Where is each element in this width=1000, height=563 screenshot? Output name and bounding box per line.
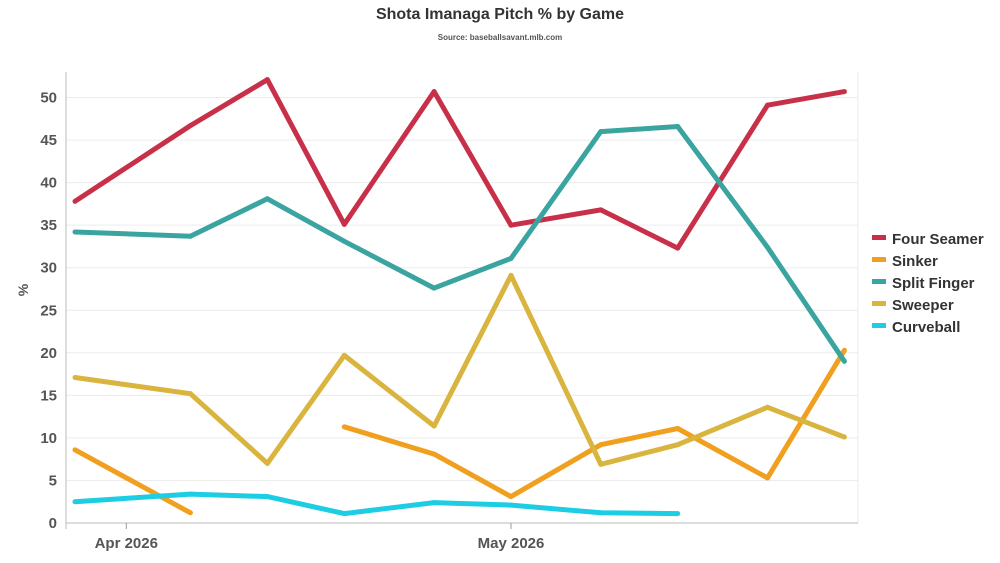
data-point-curveball: [598, 510, 604, 516]
series-line-four-seamer: [73, 77, 845, 251]
data-point-sweeper: [841, 434, 847, 440]
data-point-sinker: [841, 347, 847, 353]
data-point-split-finger: [598, 129, 604, 135]
data-point-sweeper: [508, 272, 514, 278]
y-tick-label: 5: [49, 472, 57, 489]
data-point-four-seamer: [675, 245, 681, 251]
legend-label-sweeper: Sweeper: [892, 297, 954, 314]
y-tick-label: 50: [40, 90, 57, 107]
data-point-four-seamer: [508, 222, 514, 228]
data-point-split-finger: [72, 229, 78, 235]
data-point-split-finger: [841, 358, 847, 364]
legend-swatch-split-finger: [872, 279, 886, 284]
data-point-split-finger: [187, 233, 193, 239]
data-point-sweeper: [598, 461, 604, 467]
y-tick-label: 15: [40, 387, 57, 404]
data-point-split-finger: [764, 244, 770, 250]
data-point-split-finger: [675, 123, 681, 129]
data-point-curveball: [72, 499, 78, 505]
data-point-sinker: [508, 494, 514, 500]
y-axis: 0 5 10 15 20 25 30 35 40 45 50%: [15, 72, 67, 532]
legend-swatch-curveball: [872, 323, 886, 328]
data-point-four-seamer: [264, 77, 270, 83]
data-point-sinker: [764, 475, 770, 481]
data-point-sweeper: [72, 374, 78, 380]
legend-label-curveball: Curveball: [892, 319, 960, 336]
series-line-sinker: [73, 447, 192, 515]
y-axis-label: %: [15, 283, 31, 296]
data-point-sinker: [598, 442, 604, 448]
legend-swatch-four-seamer: [872, 235, 886, 240]
legend-swatch-sinker: [872, 257, 886, 262]
data-point-four-seamer: [341, 221, 347, 227]
data-point-split-finger: [264, 196, 270, 202]
data-point-curveball: [508, 502, 514, 508]
x-tick-label: May 2026: [478, 535, 545, 552]
data-point-four-seamer: [72, 198, 78, 204]
y-tick-label: 30: [40, 260, 57, 277]
chart-title: Shota Imanaga Pitch % by Game: [375, 6, 625, 23]
series-line-split-finger: [74, 124, 847, 363]
data-point-curveball: [341, 511, 347, 517]
data-point-split-finger: [341, 238, 347, 244]
series-lines: [72, 77, 847, 517]
legend-label-sinker: Sinker: [892, 253, 938, 270]
legend-label-split-finger: Split Finger: [892, 275, 975, 292]
legend-swatch-sweeper: [872, 301, 886, 306]
series-line-sinker: [343, 349, 847, 500]
data-point-four-seamer: [187, 123, 193, 129]
data-point-curveball: [264, 494, 270, 500]
data-point-split-finger: [508, 255, 514, 261]
legend-label-four-seamer: Four Seamer: [892, 231, 984, 248]
data-point-sinker: [431, 451, 437, 457]
data-point-curveball: [187, 491, 193, 497]
y-tick-label: 25: [40, 302, 57, 319]
y-tick-label: 20: [40, 345, 57, 362]
data-point-curveball: [675, 511, 681, 517]
data-point-sweeper: [431, 423, 437, 429]
x-axis: Apr 2026 May 2026: [66, 522, 858, 552]
data-point-four-seamer: [598, 207, 604, 213]
data-point-sweeper: [341, 352, 347, 358]
x-tick-label: Apr 2026: [95, 535, 158, 552]
y-tick-label: 35: [40, 217, 57, 234]
data-point-sweeper: [187, 391, 193, 397]
data-point-curveball: [431, 500, 437, 506]
series-line-curveball: [74, 491, 678, 517]
data-point-sinker: [187, 510, 193, 516]
y-tick-label: 45: [40, 132, 57, 149]
data-point-four-seamer: [764, 102, 770, 108]
data-point-four-seamer: [431, 89, 437, 95]
data-point-sinker: [72, 447, 78, 453]
data-point-four-seamer: [841, 89, 847, 95]
grid-lines: [66, 72, 859, 524]
data-point-sweeper: [764, 404, 770, 410]
data-point-sinker: [341, 424, 347, 430]
data-point-split-finger: [431, 285, 437, 291]
chart-subtitle: Source: baseballsavant.mlb.com: [437, 33, 563, 42]
data-point-sweeper: [264, 460, 270, 466]
series-line-sweeper: [74, 272, 846, 467]
y-tick-label: 40: [40, 175, 57, 192]
data-point-sweeper: [675, 442, 681, 448]
data-point-sinker: [675, 426, 681, 432]
y-tick-label: 0: [49, 515, 57, 532]
y-tick-label: 10: [40, 430, 57, 447]
legend: Four Seamer Sinker Split Finger Sweeper Curv…: [872, 231, 984, 336]
